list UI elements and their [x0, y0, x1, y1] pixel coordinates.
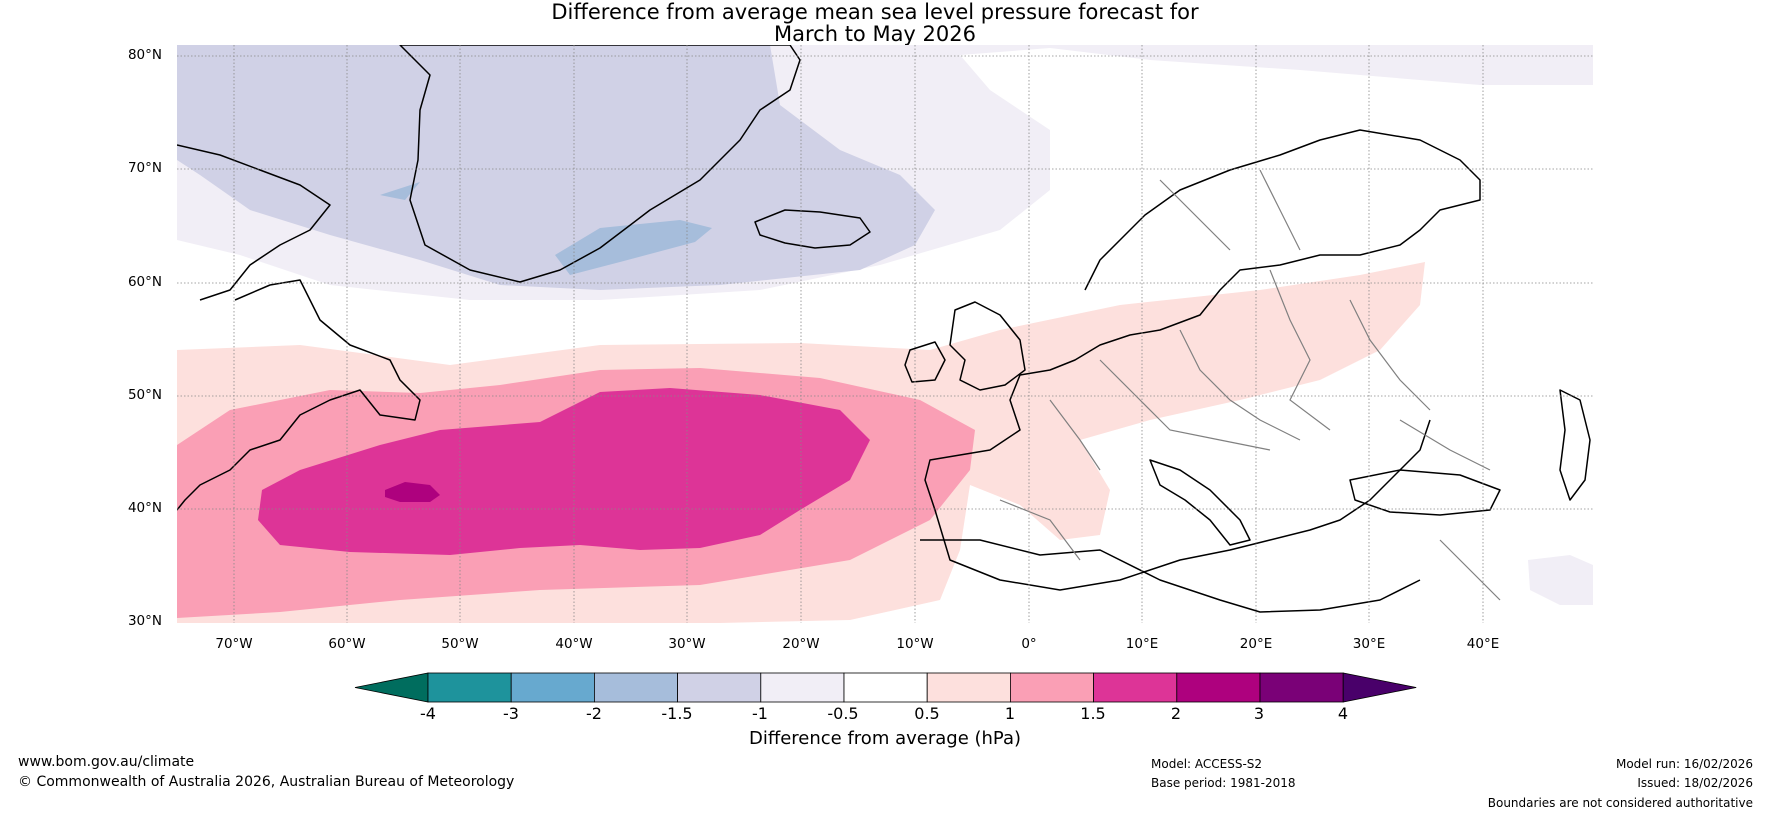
colorbar-tick-label: 1 — [1004, 704, 1016, 723]
italy-coast — [1149, 459, 1251, 546]
lon-label-40w: 40°W — [555, 636, 593, 652]
colorbar-tick-label: -3 — [503, 704, 519, 723]
lon-label-0: 0° — [1021, 636, 1037, 652]
lon-label-30w: 30°W — [668, 636, 706, 652]
colorbar-title: Difference from average (hPa) — [748, 728, 1022, 749]
north-africa-coast — [920, 539, 1421, 613]
colorbar-tick-label: -0.5 — [827, 704, 859, 723]
colorbar-swatch — [594, 672, 679, 703]
lon-label-40e: 40°E — [1466, 636, 1500, 652]
anomaly-region-neg-1.5 — [555, 220, 712, 275]
anomaly-fill-layer — [177, 45, 1593, 623]
britain-coast — [949, 301, 1026, 391]
lon-label-10w: 10°W — [896, 636, 934, 652]
lon-label-60w: 60°W — [328, 636, 366, 652]
colorbar-swatch — [1093, 672, 1178, 703]
lat-label-30n: 30°N — [127, 613, 162, 629]
lat-label-50n: 50°N — [127, 387, 162, 403]
lon-label-50w: 50°W — [441, 636, 479, 652]
colorbar-swatch — [510, 672, 595, 703]
colorbar-tick-label: 3 — [1253, 704, 1265, 723]
copyright-text: © Commonwealth of Australia 2026, Austra… — [18, 774, 515, 790]
model-run-date: Model run: 16/02/2026 — [1615, 757, 1753, 771]
lon-label-20w: 20°W — [782, 636, 820, 652]
colorbar-swatch — [843, 672, 928, 703]
anomaly-region-neg-1.5-b — [380, 182, 420, 200]
colorbar-swatch — [760, 672, 845, 703]
europe-coast — [924, 129, 1481, 591]
border-layer — [999, 169, 1501, 601]
boundary-disclaimer: Boundaries are not considered authoritat… — [1487, 796, 1753, 810]
anomaly-region-neg-1 — [177, 45, 935, 290]
issued-date: Issued: 18/02/2026 — [1637, 776, 1753, 790]
colorbar-swatch — [677, 672, 762, 703]
coastline-layer — [177, 45, 1591, 613]
black-sea-coast — [1349, 469, 1501, 516]
lat-label-70n: 70°N — [127, 160, 162, 176]
colorbar-tick-label: -2 — [586, 704, 602, 723]
colorbar-tick-label: 2 — [1170, 704, 1182, 723]
labrador-coast — [177, 279, 421, 511]
greenland-coast — [399, 45, 801, 283]
lat-label-40n: 40°N — [127, 500, 162, 516]
colorbar-extend-high — [1342, 672, 1417, 703]
lon-label-70w: 70°W — [215, 636, 253, 652]
colorbar-extend-low — [354, 672, 429, 703]
colorbar-tick-label: 4 — [1337, 704, 1349, 723]
graticule — [177, 45, 1593, 623]
lat-label-60n: 60°N — [127, 274, 162, 290]
anomaly-region-neg-0.5-east — [1528, 555, 1593, 605]
colorbar-swatch — [926, 672, 1011, 703]
colorbar-tick-label: 0.5 — [914, 704, 940, 723]
colorbar — [354, 672, 1417, 703]
lon-label-30e: 30°E — [1352, 636, 1386, 652]
website-link[interactable]: www.bom.gov.au/climate — [18, 754, 195, 770]
map-title-line-1: Difference from average mean sea level p… — [551, 0, 1199, 24]
model-name: Model: ACCESS-S2 — [1151, 757, 1263, 771]
colorbar-tick-label: -1.5 — [661, 704, 693, 723]
caspian-coast — [1559, 389, 1591, 501]
lat-label-80n: 80°N — [127, 47, 162, 63]
anomaly-region-pos-1.5 — [258, 388, 870, 555]
baffin-coast — [177, 144, 331, 301]
iceland-coast — [754, 209, 871, 249]
lon-label-10e: 10°E — [1125, 636, 1159, 652]
map-title-line-2: March to May 2026 — [774, 22, 976, 46]
colorbar-swatch — [1259, 672, 1344, 703]
colorbar-tick-label: 1.5 — [1080, 704, 1106, 723]
colorbar-swatch — [1010, 672, 1095, 703]
anomaly-region-pos-2 — [385, 482, 440, 502]
colorbar-swatch — [427, 672, 512, 703]
lon-label-20e: 20°E — [1239, 636, 1273, 652]
colorbar-tick-label: -4 — [420, 704, 436, 723]
colorbar-swatch — [1176, 672, 1261, 703]
base-period: Base period: 1981-2018 — [1151, 776, 1296, 790]
colorbar-tick-label: -1 — [752, 704, 768, 723]
ireland-coast — [904, 341, 946, 383]
